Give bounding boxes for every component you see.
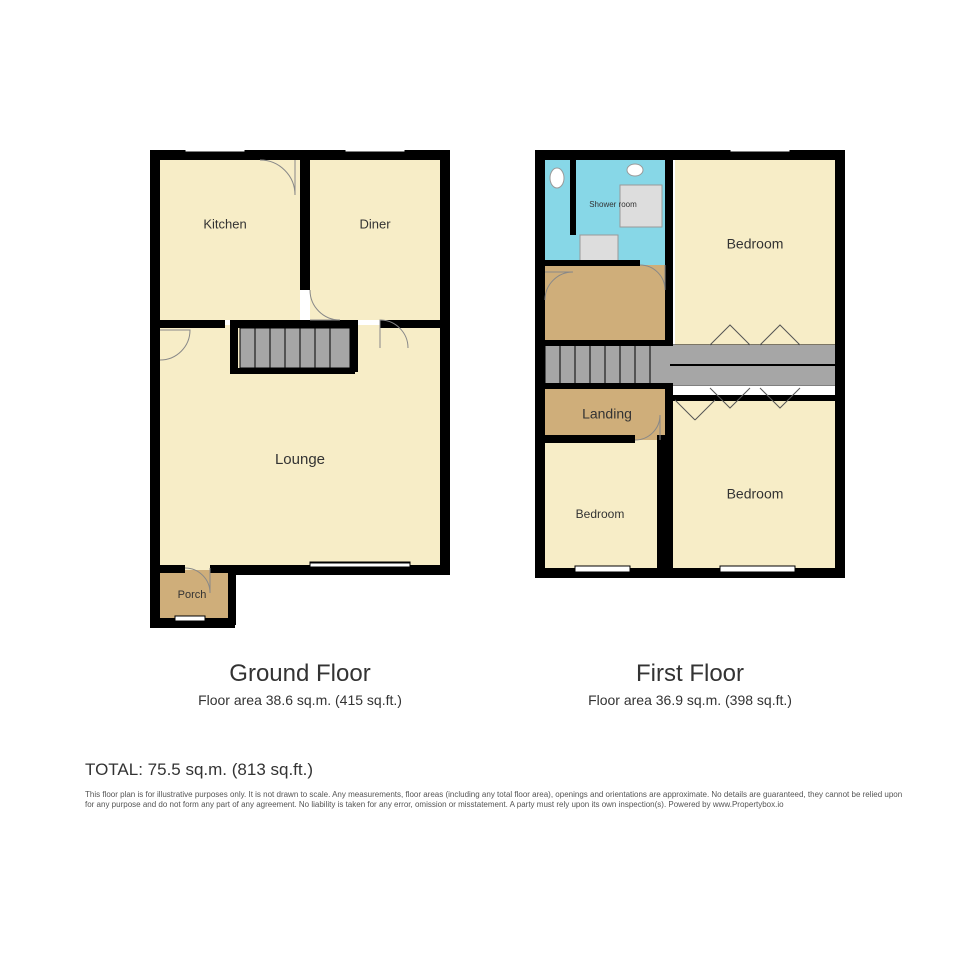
- bedroom1-label: Bedroom: [727, 236, 784, 252]
- ground-stairs: [240, 328, 350, 368]
- wall: [545, 260, 640, 266]
- kitchen-label: Kitchen: [203, 216, 246, 231]
- wall: [160, 565, 185, 573]
- wall: [545, 435, 635, 443]
- first-floor-subtitle: Floor area 36.9 sq.m. (398 sq.ft.): [535, 692, 845, 708]
- first-floor-title: First Floor: [535, 660, 845, 688]
- wall: [657, 435, 673, 575]
- kitchen-fill: [160, 160, 300, 320]
- shower-label: Shower room: [589, 200, 637, 209]
- floorplan-container: Kitchen Diner Lounge Porch Ground Floor …: [0, 0, 980, 980]
- wall-right: [440, 150, 450, 575]
- wall: [210, 565, 230, 573]
- wc-icon: [550, 168, 564, 188]
- bedroom2-label: Bedroom: [727, 486, 784, 502]
- wall: [673, 395, 838, 401]
- wall: [228, 565, 236, 625]
- wall: [835, 150, 845, 575]
- wall: [350, 320, 358, 372]
- ground-floor-title: Ground Floor: [150, 660, 450, 688]
- first-floor-plan: Shower room Bedroom Landing Bedroom Bedr…: [535, 150, 845, 590]
- disclaimer-text: This floor plan is for illustrative purp…: [85, 790, 905, 810]
- landing-label: Landing: [582, 406, 632, 422]
- ground-floor-plan: Kitchen Diner Lounge Porch: [150, 150, 450, 630]
- wall: [665, 385, 673, 440]
- porch-label: Porch: [178, 589, 207, 601]
- wall: [300, 160, 310, 290]
- diner-label: Diner: [359, 216, 391, 231]
- ground-floor-subtitle: Floor area 38.6 sq.m. (415 sq.ft.): [150, 692, 450, 708]
- bedroom1-fill: [675, 160, 835, 360]
- lounge-label: Lounge: [275, 451, 325, 468]
- wall-left: [150, 150, 160, 575]
- wall: [230, 368, 355, 374]
- wall: [545, 383, 673, 389]
- wall: [570, 160, 576, 235]
- first-stairs: [545, 345, 835, 385]
- wall: [160, 320, 225, 328]
- wall: [535, 150, 845, 160]
- diner-fill: [310, 160, 440, 320]
- wall: [230, 320, 355, 328]
- wall: [230, 320, 238, 372]
- wall: [665, 160, 673, 345]
- bedroom3-fill: [545, 440, 660, 570]
- cupboard: [580, 235, 618, 261]
- total-area: TOTAL: 75.5 sq.m. (813 sq.ft.): [85, 760, 313, 780]
- bedroom3-label: Bedroom: [576, 507, 625, 521]
- wall: [535, 150, 545, 575]
- wall: [545, 340, 673, 346]
- wall: [150, 570, 160, 625]
- wc-icon-2: [627, 164, 643, 176]
